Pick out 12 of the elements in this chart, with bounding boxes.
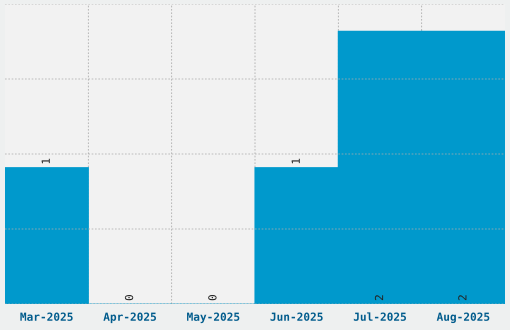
x-tick-label: May-2025 — [187, 312, 240, 324]
data-label: 1 — [292, 158, 300, 164]
data-label: 0 — [124, 295, 134, 300]
data-label: 1 — [42, 158, 50, 164]
x-tick-label: Jul-2025 — [354, 312, 406, 321]
x-tick-label: Aug-2025 — [436, 312, 490, 324]
data-label: 2 — [458, 295, 466, 300]
x-tick-label: Jun-2025 — [270, 312, 323, 321]
data-label: 2 — [374, 295, 384, 300]
data-label: 0 — [208, 295, 217, 300]
x-tick-label: Mar-2025 — [20, 312, 73, 321]
x-tick-label: Apr-2025 — [103, 312, 156, 324]
